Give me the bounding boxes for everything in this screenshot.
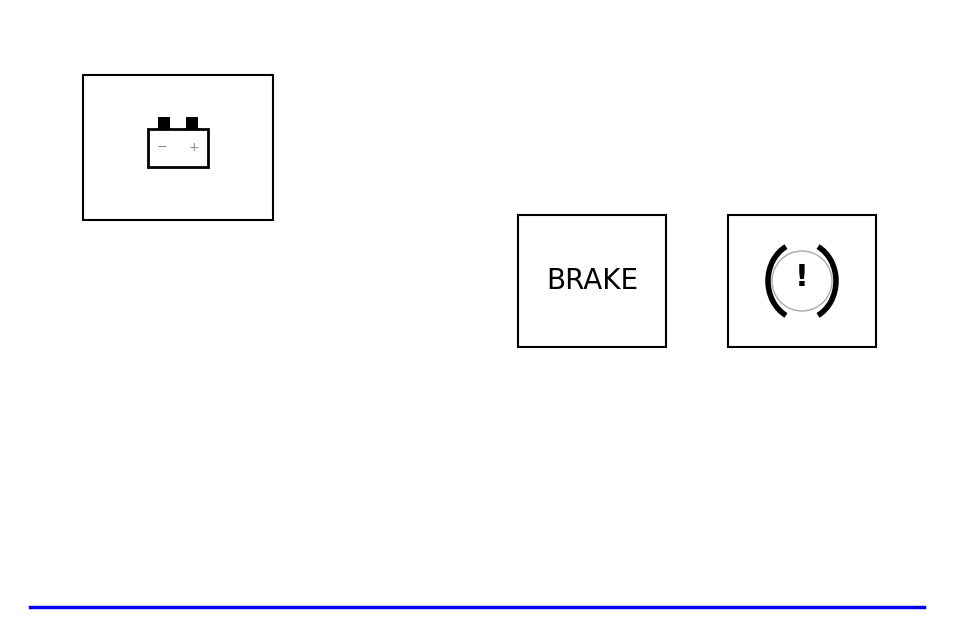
Text: +: +: [189, 141, 199, 154]
Text: !: !: [794, 263, 808, 293]
Text: −: −: [156, 141, 167, 154]
Bar: [727, 215, 875, 347]
Bar: [158, 116, 170, 128]
Bar: [148, 128, 208, 167]
Bar: [517, 215, 665, 347]
Bar: [83, 75, 273, 220]
Text: BRAKE: BRAKE: [545, 267, 638, 295]
Bar: [186, 116, 198, 128]
